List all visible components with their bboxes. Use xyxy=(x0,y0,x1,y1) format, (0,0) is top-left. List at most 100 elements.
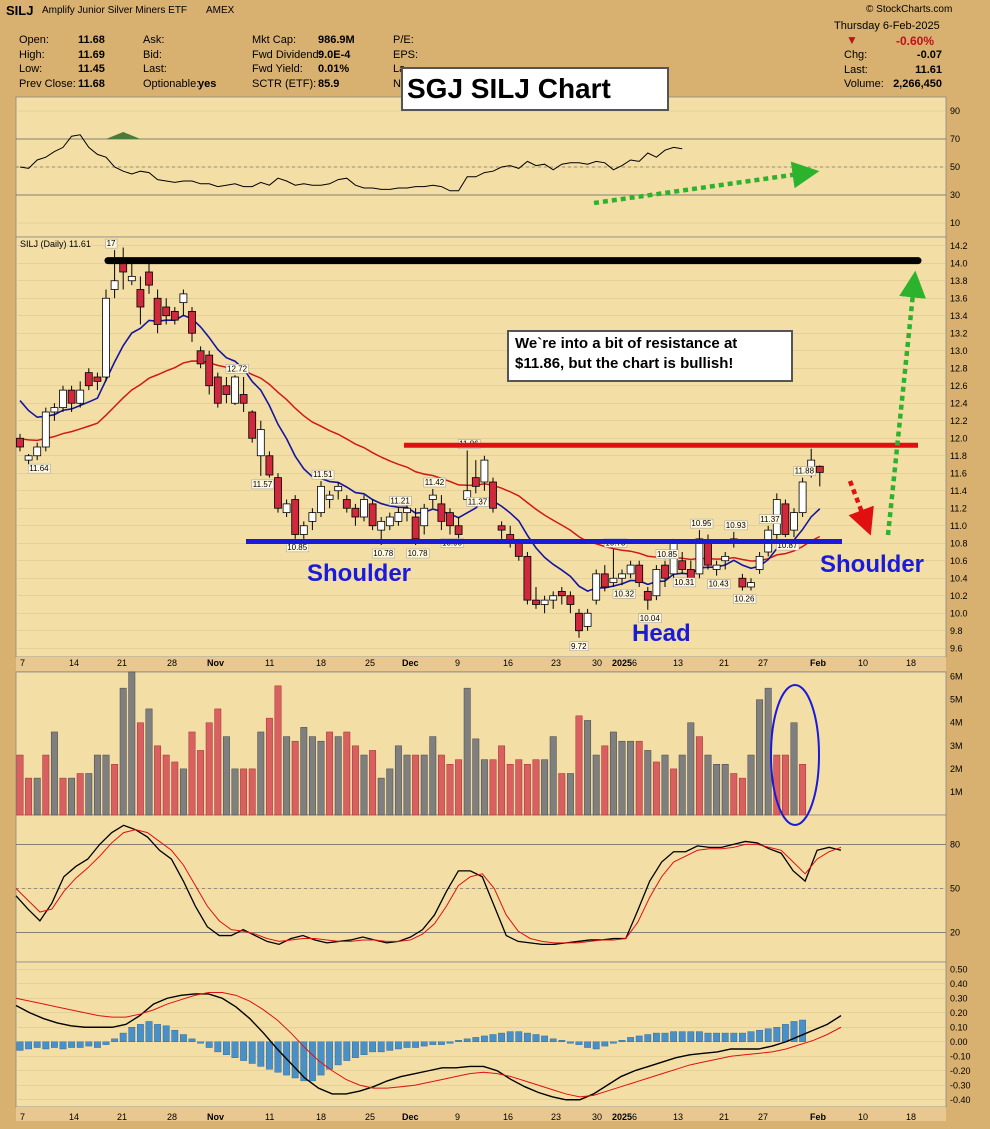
price-annotation: 10.43 xyxy=(709,580,730,589)
macd-histogram-bar xyxy=(773,1027,781,1042)
macd-histogram-bar xyxy=(128,1027,136,1042)
price-ytick: 12.0 xyxy=(950,433,968,443)
volume-bar xyxy=(33,777,41,816)
volume-bar xyxy=(412,754,420,816)
stoch-d-line xyxy=(15,829,842,944)
volume-bar xyxy=(661,754,669,816)
candle-body xyxy=(41,411,50,448)
macd-histogram-bar xyxy=(309,1041,316,1082)
x-axis-bottom-band xyxy=(16,1107,946,1121)
macd-histogram-bar xyxy=(653,1032,660,1042)
candle-body xyxy=(231,376,239,404)
volume-bar xyxy=(506,764,514,816)
x-axis-bottom-tick: 6 xyxy=(632,1112,637,1122)
macd-histogram-bar xyxy=(85,1041,93,1047)
pullback-arrow xyxy=(847,480,874,536)
volume-highlight-ellipse xyxy=(770,684,820,826)
x-axis-bottom-tick: 25 xyxy=(365,1112,375,1122)
macd-histogram-bar xyxy=(317,1041,325,1076)
candle-body xyxy=(566,595,575,605)
candle-body xyxy=(618,573,626,579)
macd-histogram-bar xyxy=(68,1041,76,1048)
annotation-bg xyxy=(371,548,396,559)
volume-bar xyxy=(799,764,807,816)
candle-body xyxy=(652,569,661,597)
macd-histogram-bar xyxy=(412,1041,419,1048)
volume-bar xyxy=(111,764,119,816)
price-annotation: 11.64 xyxy=(29,464,49,473)
resistance-note: We`re into a bit of resistance at $11.86… xyxy=(507,330,793,382)
candle-body xyxy=(110,280,119,290)
price-annotation: 10.93 xyxy=(726,521,747,530)
macd-histogram-bar xyxy=(678,1031,686,1042)
candle-body xyxy=(643,590,652,601)
volume-bar xyxy=(575,715,583,816)
macd-histogram-bar xyxy=(506,1031,514,1042)
volume-bar xyxy=(480,759,488,816)
candle-body xyxy=(59,389,67,409)
volume-bar xyxy=(16,754,24,816)
candle-body xyxy=(635,564,644,584)
candle-body xyxy=(704,542,712,566)
volume-bar xyxy=(592,754,600,816)
candle-body xyxy=(136,289,145,308)
volume-bar xyxy=(635,740,643,816)
price-ytick: 12.2 xyxy=(950,416,968,426)
macd-histogram-bar xyxy=(42,1041,50,1050)
stat-col2-value: yes xyxy=(198,77,217,90)
stat-col4-label: EPS: xyxy=(393,48,419,61)
macd-histogram-bar xyxy=(627,1037,635,1042)
candle-body xyxy=(119,262,128,273)
volume-bar xyxy=(781,754,789,816)
price-legend: SILJ (Daily) 11.61 xyxy=(20,239,91,249)
price-annotation: 10.85 xyxy=(287,543,308,552)
rsi-ytick: 90 xyxy=(950,106,960,116)
x-axis-top-tick: Dec xyxy=(402,658,419,668)
candle-body xyxy=(403,507,411,514)
x-axis-bottom-tick: Dec xyxy=(402,1112,419,1122)
price-annotation: 11.21 xyxy=(390,496,410,505)
stat-col3-value: 0.01% xyxy=(318,63,350,75)
candle-body xyxy=(325,494,334,500)
volume-bar xyxy=(523,764,531,816)
price-annotation: 10.78 xyxy=(408,549,429,558)
candle-body xyxy=(497,525,506,531)
x-axis-bottom-tick: 18 xyxy=(316,1112,326,1122)
x-axis-bottom-tick: 28 xyxy=(167,1112,177,1122)
macd-histogram-bar xyxy=(136,1024,144,1042)
candle-body xyxy=(196,350,205,365)
volume-bar xyxy=(42,754,50,816)
x-axis-top-tick: 2025 xyxy=(612,658,632,668)
candle-body xyxy=(394,512,403,522)
macd-histogram-bar xyxy=(154,1024,161,1042)
annotation-bg xyxy=(389,496,412,506)
macd-histogram-bar xyxy=(420,1041,428,1047)
macd-histogram-bar xyxy=(300,1041,308,1082)
macd-histogram-bar xyxy=(455,1040,462,1042)
macd-histogram-bar xyxy=(549,1038,557,1042)
x-axis-top-tick: 21 xyxy=(719,658,729,668)
x-axis-bottom-tick: 27 xyxy=(758,1112,768,1122)
candle-body xyxy=(454,525,463,535)
candle-body xyxy=(790,512,798,531)
volume-bar xyxy=(334,736,342,816)
volume-bar xyxy=(136,722,144,816)
macd-histogram-bar xyxy=(739,1032,746,1042)
candle-body xyxy=(489,481,497,509)
macd-histogram-bar xyxy=(515,1031,523,1042)
volume-bar xyxy=(618,740,626,816)
stat-col3-value: 9.0E-4 xyxy=(318,48,351,61)
annotation-bg xyxy=(672,577,697,588)
macd-histogram-bar xyxy=(352,1041,359,1058)
x-axis-top-tick: 7 xyxy=(20,658,25,668)
candle-body xyxy=(24,455,33,461)
stat-col1-label: Low: xyxy=(19,63,43,75)
annotation-bg xyxy=(638,613,662,623)
annotation-bg xyxy=(655,549,679,559)
price-ytick: 10.2 xyxy=(950,591,968,601)
volume-bar xyxy=(549,736,557,816)
macd-histogram-bar xyxy=(386,1041,394,1051)
candle-body xyxy=(600,573,609,588)
candle-body xyxy=(755,555,764,570)
candle-body xyxy=(532,599,540,605)
